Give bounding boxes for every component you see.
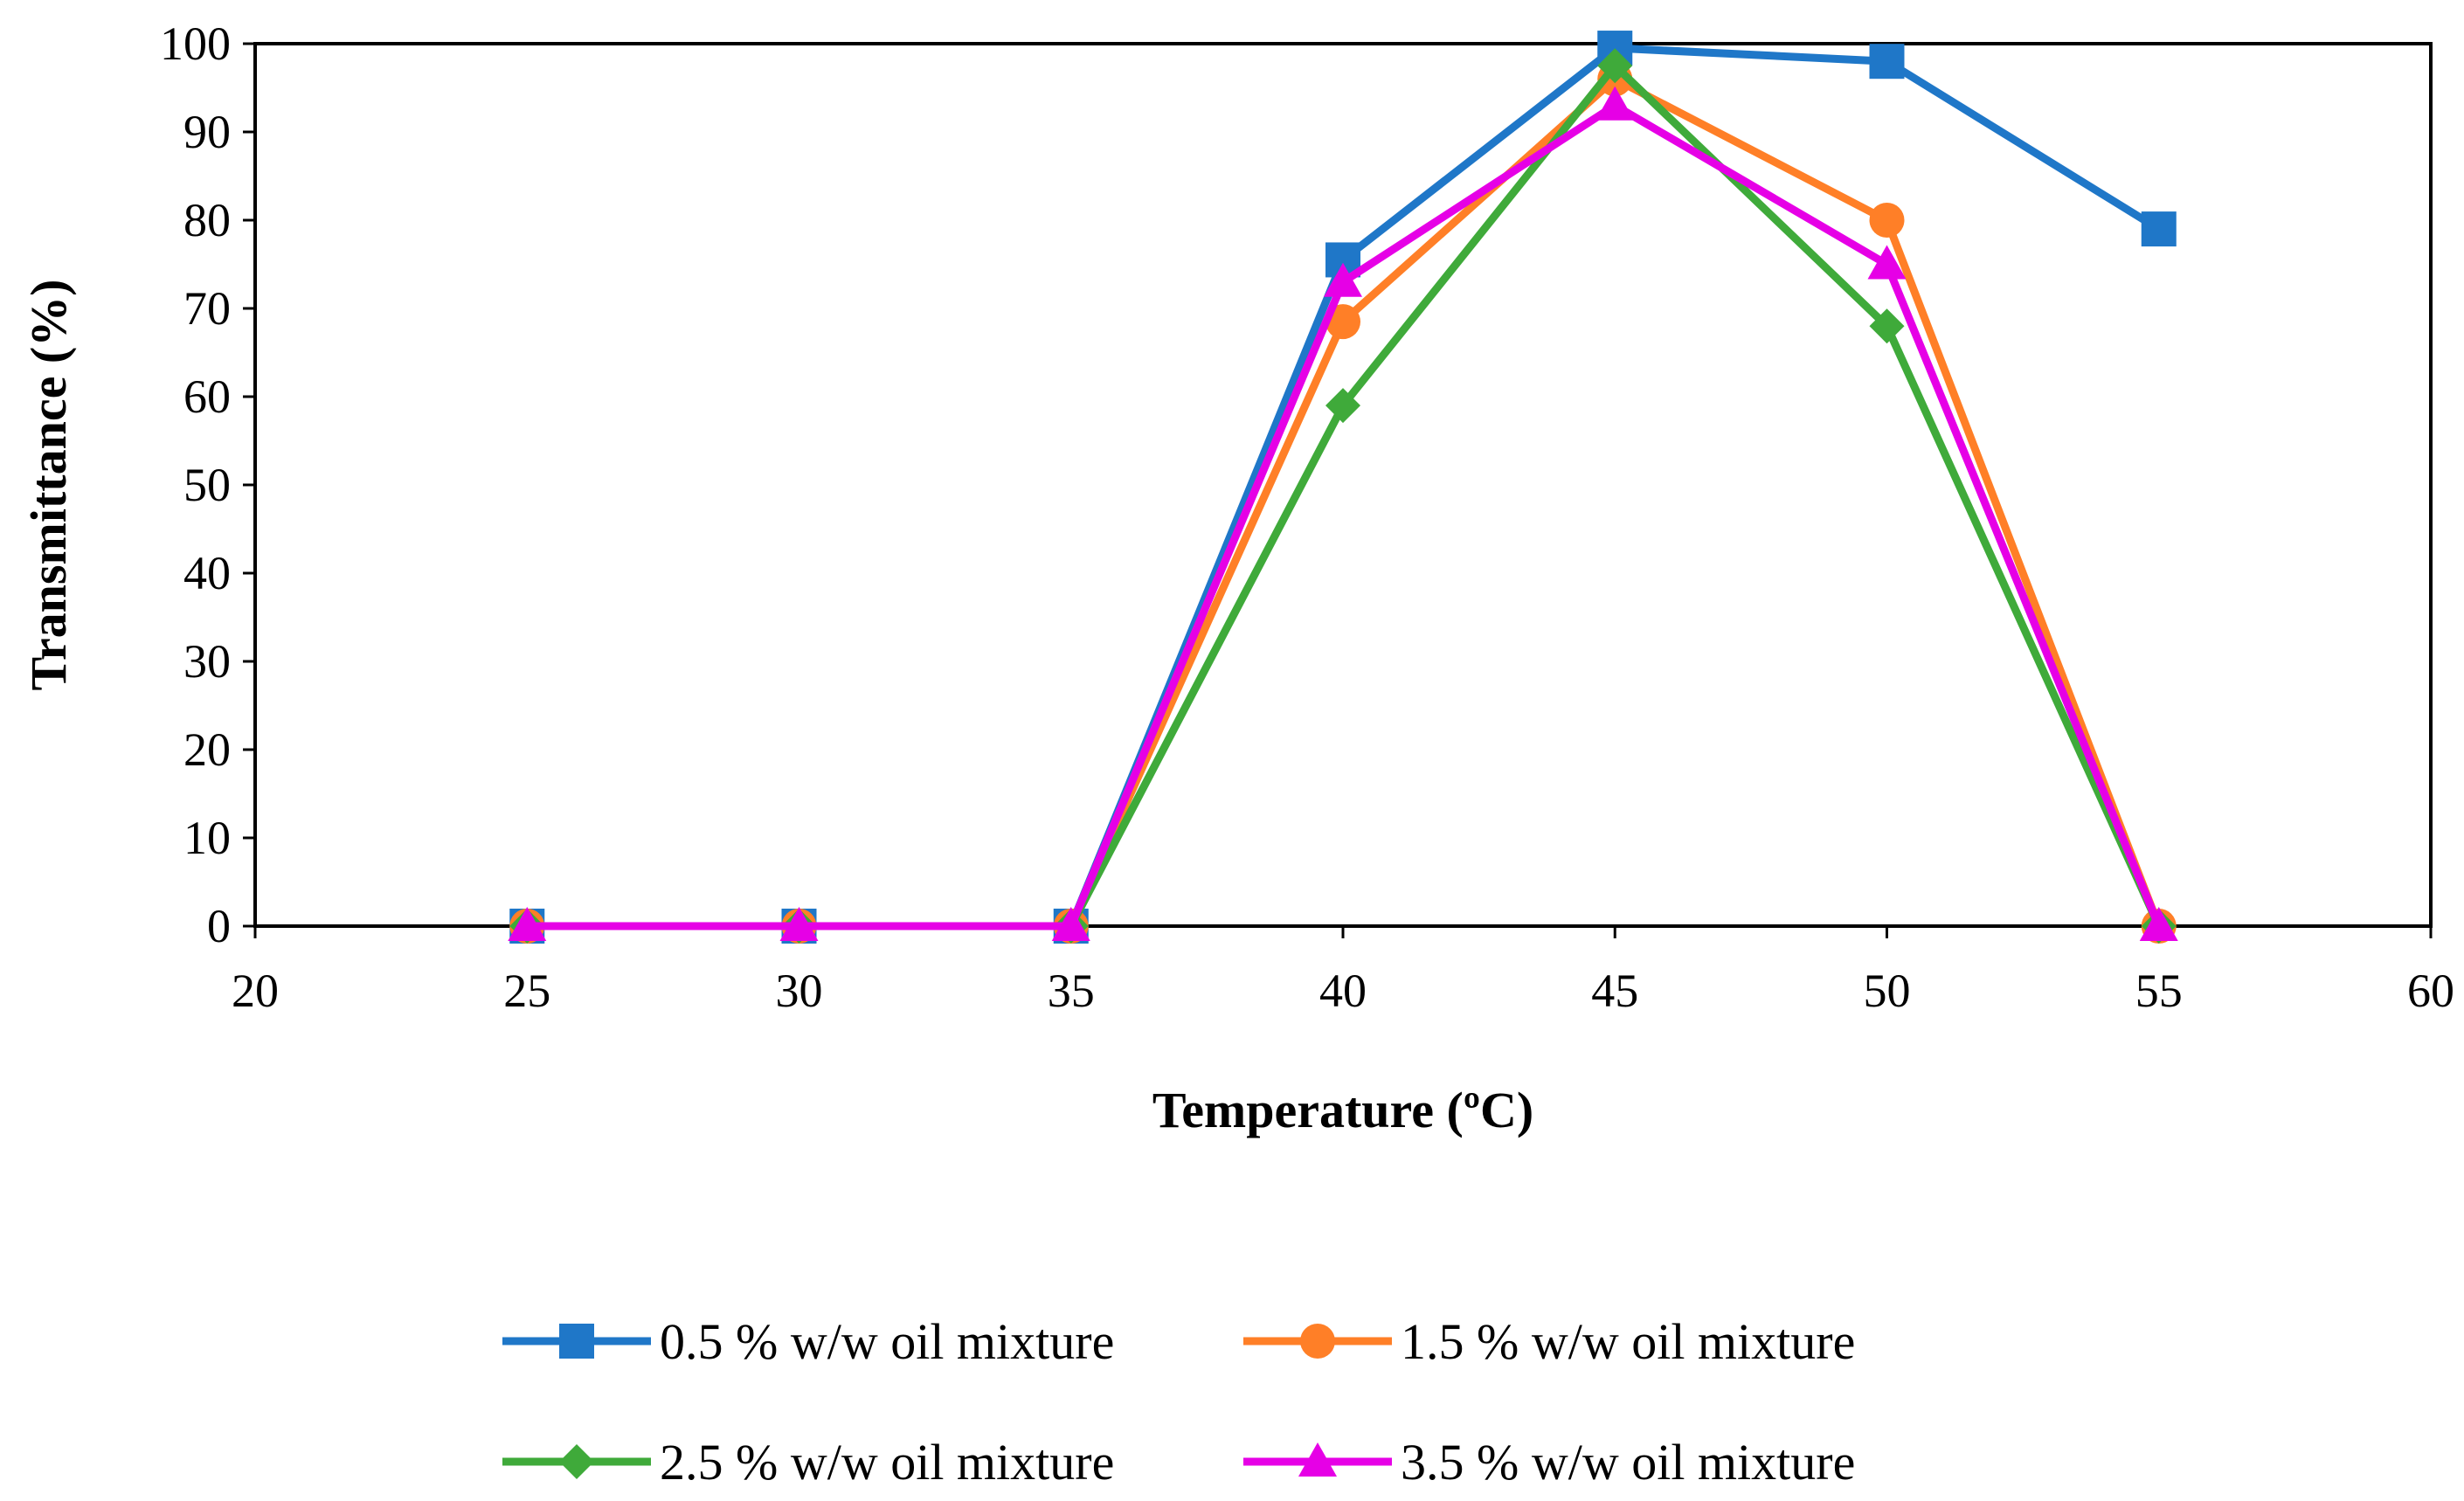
legend-marker (1298, 1442, 1337, 1477)
y-tick-label: 0 (207, 900, 231, 952)
legend-marker (559, 1444, 594, 1479)
data-point (1051, 907, 1090, 941)
data-point (1325, 388, 1360, 424)
x-axis: 20 25 30 35 40 45 50 55 60 (232, 926, 2454, 1017)
y-tick-label: 100 (160, 17, 231, 70)
series-line (527, 101, 2163, 930)
data-point (1325, 304, 1360, 340)
legend-label: 0.5 % w/w oil mixture (660, 1313, 1114, 1370)
x-tick-label: 45 (1591, 965, 1638, 1017)
data-point (1869, 308, 1905, 344)
legend-item: 2.5 % w/w oil mixture (502, 1434, 1114, 1491)
x-tick-label: 60 (2407, 965, 2454, 1017)
x-axis-title: Temperature (ºC) (1152, 1082, 1533, 1138)
x-tick-label: 30 (776, 965, 823, 1017)
y-tick-label: 80 (183, 194, 231, 246)
data-point (1869, 44, 1905, 80)
data-point (1869, 203, 1905, 238)
y-axis: 0 10 20 30 40 50 60 70 80 90 100 (160, 17, 255, 952)
y-tick-label: 20 (183, 723, 231, 776)
y-axis-title: Transmittance (%) (20, 280, 77, 691)
data-point (1867, 245, 1907, 280)
y-tick-label: 40 (183, 547, 231, 599)
x-tick-label: 35 (1048, 965, 1095, 1017)
data-point (1597, 48, 1633, 84)
legend: 0.5 % w/w oil mixture 1.5 % w/w oil mixtu… (502, 1313, 1855, 1491)
legend-label: 3.5 % w/w oil mixture (1401, 1434, 1855, 1491)
data-point (508, 907, 547, 941)
series-3 (509, 48, 2177, 944)
legend-marker (1300, 1324, 1335, 1359)
legend-item: 0.5 % w/w oil mixture (502, 1313, 1114, 1370)
y-tick-label: 70 (183, 282, 231, 335)
legend-item: 3.5 % w/w oil mixture (1243, 1434, 1855, 1491)
y-tick-label: 90 (183, 106, 231, 158)
y-tick-label: 50 (183, 459, 231, 511)
x-tick-label: 50 (1864, 965, 1911, 1017)
series-1 (509, 31, 2177, 944)
data-point (779, 907, 819, 941)
x-tick-label: 40 (1319, 965, 1367, 1017)
y-tick-label: 10 (183, 812, 231, 864)
legend-marker (559, 1324, 594, 1359)
series-layer (508, 31, 2178, 944)
y-tick-label: 30 (183, 635, 231, 688)
legend-item: 1.5 % w/w oil mixture (1243, 1313, 1855, 1370)
series-2 (509, 61, 2177, 944)
data-point (1595, 86, 1635, 121)
data-point (1324, 262, 1362, 297)
y-tick-label: 60 (183, 370, 231, 423)
series-line (527, 74, 2163, 930)
legend-label: 1.5 % w/w oil mixture (1401, 1313, 1855, 1370)
x-tick-label: 55 (2135, 965, 2183, 1017)
data-point (2139, 907, 2178, 941)
legend-label: 2.5 % w/w oil mixture (660, 1434, 1114, 1491)
data-point (2141, 211, 2177, 247)
x-tick-label: 20 (232, 965, 279, 1017)
series-line (527, 61, 2163, 930)
x-tick-label: 25 (503, 965, 550, 1017)
series-4 (508, 86, 2178, 941)
series-line (527, 44, 2162, 930)
